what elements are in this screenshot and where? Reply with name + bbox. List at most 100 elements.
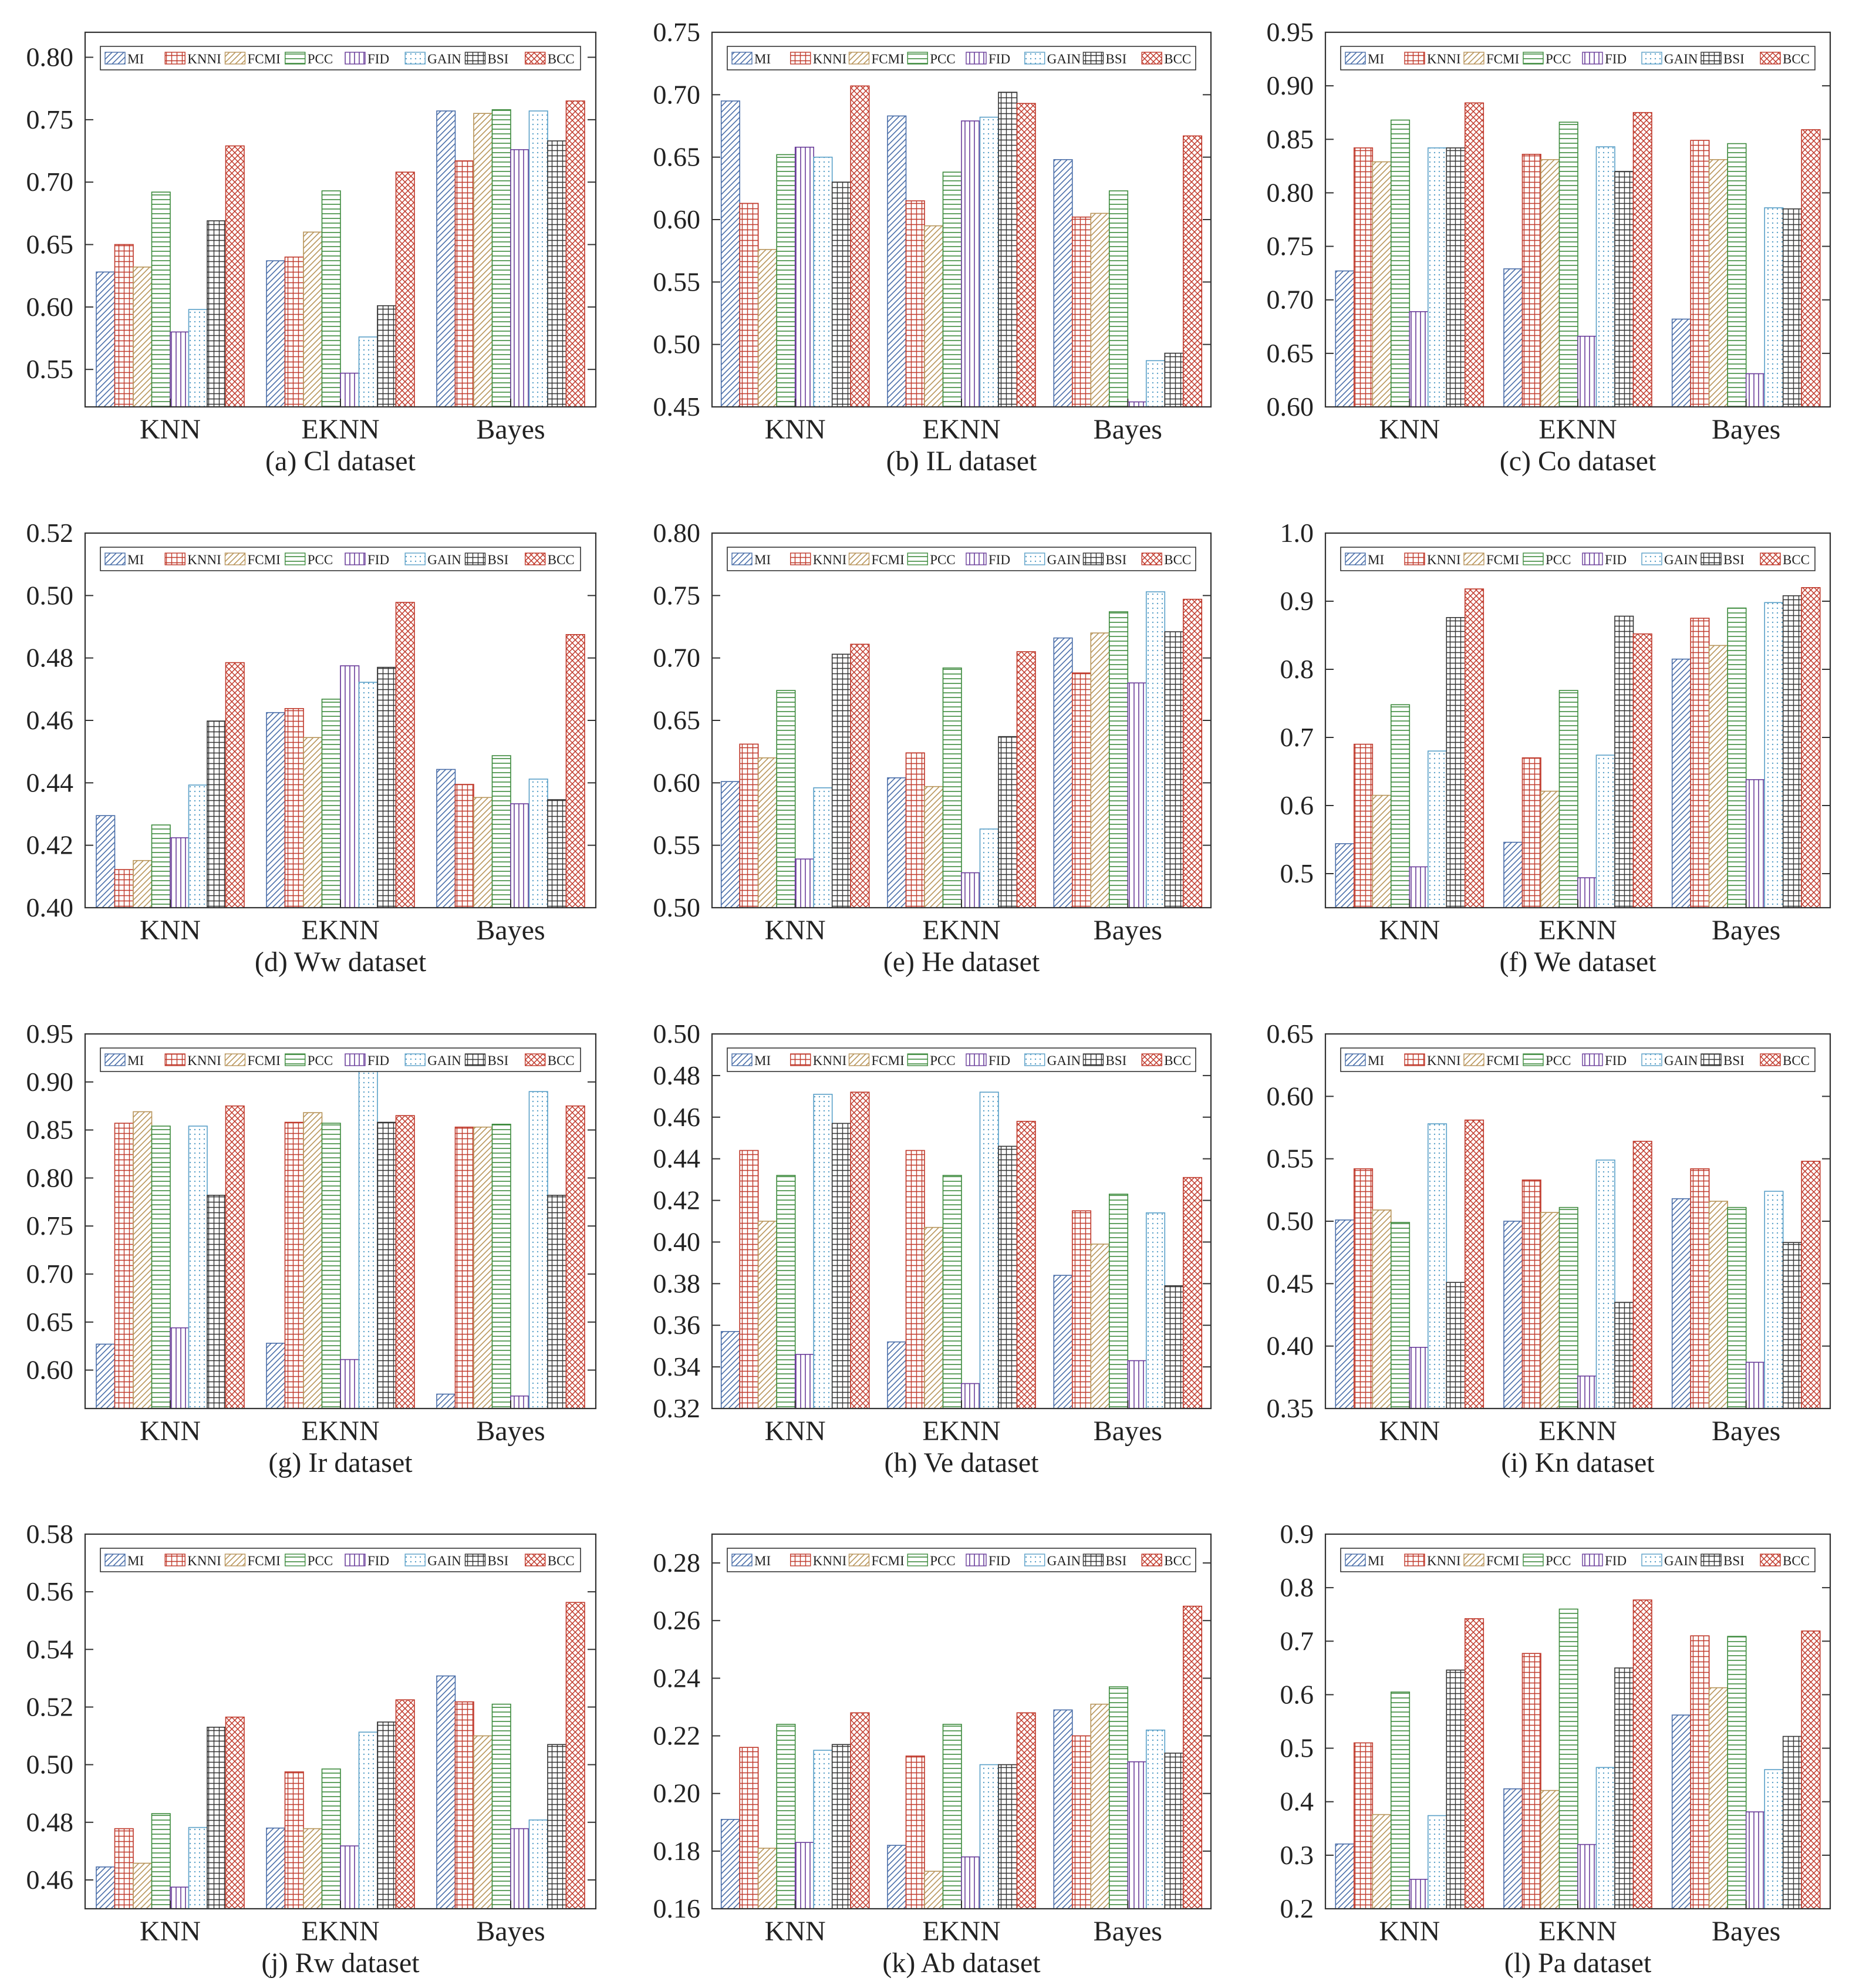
y-tick-label: 0.50 <box>1267 1206 1314 1236</box>
x-tick-label: KNN <box>140 1916 201 1947</box>
legend-swatch-mi <box>1345 52 1366 65</box>
x-tick-label: Bayes <box>1712 1416 1780 1447</box>
bar-gain <box>813 787 833 908</box>
bar-gain <box>1764 207 1784 407</box>
bar-fcmi <box>1708 645 1728 908</box>
bar-fid <box>170 1327 190 1409</box>
legend-label-bcc: BCC <box>548 1554 575 1568</box>
bar-fcmi <box>133 1111 153 1409</box>
y-tick-label: 0.75 <box>653 17 701 47</box>
bar-bcc <box>1632 1141 1652 1409</box>
bar-pcc <box>321 699 341 908</box>
bar-knni <box>114 869 134 908</box>
bar-pcc <box>491 1124 511 1409</box>
bar-mi <box>436 110 456 407</box>
y-tick-label: 0.36 <box>653 1310 701 1340</box>
y-tick-label: 0.80 <box>1267 177 1314 207</box>
bar-fid <box>1577 877 1597 908</box>
legend-label-knni: KNNI <box>187 1053 221 1068</box>
legend-label-bcc: BCC <box>1164 1053 1191 1068</box>
legend-swatch-pcc <box>907 552 928 565</box>
legend-swatch-mi <box>1345 552 1366 565</box>
bar-gain <box>979 116 999 407</box>
legend-label-pcc: PCC <box>930 552 955 567</box>
legend-label-pcc: PCC <box>308 52 333 66</box>
bar-bsi <box>1446 1282 1466 1409</box>
legend-label-fid: FID <box>988 1554 1010 1568</box>
legend-swatch-bcc <box>1141 552 1162 565</box>
bar-fid <box>340 665 360 908</box>
bar-gain <box>1146 360 1166 407</box>
bar-bsi <box>1164 1753 1184 1909</box>
bar-mi <box>1335 270 1355 407</box>
legend-label-fcmi: FCMI <box>1486 552 1519 567</box>
x-tick-label: EKNN <box>1538 1416 1617 1447</box>
y-tick-label: 0.90 <box>26 1067 74 1097</box>
bar-fcmi <box>473 797 493 908</box>
legend-label-knni: KNNI <box>813 52 847 66</box>
bar-mi <box>436 769 456 908</box>
y-tick-label: 0.44 <box>653 1144 701 1174</box>
bar-bcc <box>395 171 415 407</box>
y-tick-label: 0.22 <box>653 1721 701 1751</box>
bar-knni <box>284 708 304 908</box>
bar-bcc <box>1465 102 1484 407</box>
bar-bcc <box>1632 112 1652 407</box>
legend-label-bsi: BSI <box>1106 552 1127 567</box>
bar-fcmi <box>1372 794 1392 908</box>
legend-label-bsi: BSI <box>1106 1554 1127 1568</box>
bar-fid <box>961 1383 981 1409</box>
y-tick-label: 0.80 <box>26 1163 74 1192</box>
bar-pcc <box>942 1724 962 1909</box>
legend-label-bsi: BSI <box>1723 52 1745 66</box>
bar-bsi <box>1614 615 1634 908</box>
bar-bsi <box>1782 595 1802 908</box>
legend-label-fcmi: FCMI <box>248 1554 281 1568</box>
chart-panel: 0.46 0.48 0.50 0.52 0.54 0.56 0.58 KNN EKNN Bayes… <box>26 1519 597 1979</box>
bar-bsi <box>831 653 851 908</box>
bar-gain <box>1428 1815 1448 1909</box>
legend-swatch-bsi <box>1700 52 1722 65</box>
bar-gain <box>188 1827 208 1909</box>
legend-swatch-gain <box>1024 1554 1045 1566</box>
legend-swatch-fid <box>1582 52 1603 65</box>
legend-swatch-fcmi <box>848 552 870 565</box>
legend-swatch-bsi <box>1700 1554 1722 1566</box>
legend-swatch-bcc <box>1141 1554 1162 1566</box>
bar-gain <box>813 1094 833 1409</box>
y-tick-label: 0.7 <box>1280 722 1314 752</box>
y-tick-label: 0.32 <box>653 1393 701 1423</box>
bar-fid <box>1127 1360 1147 1409</box>
legend-swatch-gain <box>1641 1554 1662 1566</box>
bar-bcc <box>1183 1177 1203 1409</box>
bar-bcc <box>1465 1618 1484 1909</box>
legend: MI KNNI FCMI PCC FID GAIN BSI BCC <box>1340 1047 1816 1072</box>
legend-label-mi: MI <box>754 1053 771 1068</box>
chart-panel: 0.60 0.65 0.70 0.75 0.80 0.85 0.90 0.95 KNN EKNN B… <box>26 1019 597 1478</box>
legend: MI KNNI FCMI PCC FID GAIN BSI BCC <box>727 1047 1196 1072</box>
legend-swatch-gain <box>404 552 426 565</box>
legend-swatch-mi <box>104 552 126 565</box>
legend-swatch-fid <box>966 552 987 565</box>
legend-label-gain: GAIN <box>1664 52 1698 66</box>
bar-bsi <box>1164 631 1184 908</box>
y-tick-label: 0.8 <box>1280 1572 1314 1602</box>
legend-swatch-knni <box>164 1554 185 1566</box>
legend: MI KNNI FCMI PCC FID GAIN BSI BCC <box>1340 547 1816 571</box>
legend-label-fid: FID <box>1605 552 1627 567</box>
legend-swatch-bcc <box>525 1053 546 1066</box>
y-tick-label: 0.28 <box>653 1548 701 1578</box>
bar-fcmi <box>1372 1814 1392 1909</box>
bar-knni <box>739 743 759 908</box>
y-tick-label: 0.7 <box>1280 1626 1314 1656</box>
bar-fcmi <box>133 1862 153 1909</box>
bar-fid <box>794 1842 814 1909</box>
bar-pcc <box>1558 690 1578 908</box>
y-tick-label: 0.55 <box>653 267 701 296</box>
bar-bsi <box>1614 1302 1634 1409</box>
bar-fcmi <box>133 266 153 407</box>
y-tick-label: 0.44 <box>26 767 74 797</box>
bar-fid <box>1409 311 1429 407</box>
bar-mi <box>1053 1275 1073 1409</box>
bar-mi <box>1503 1788 1523 1909</box>
